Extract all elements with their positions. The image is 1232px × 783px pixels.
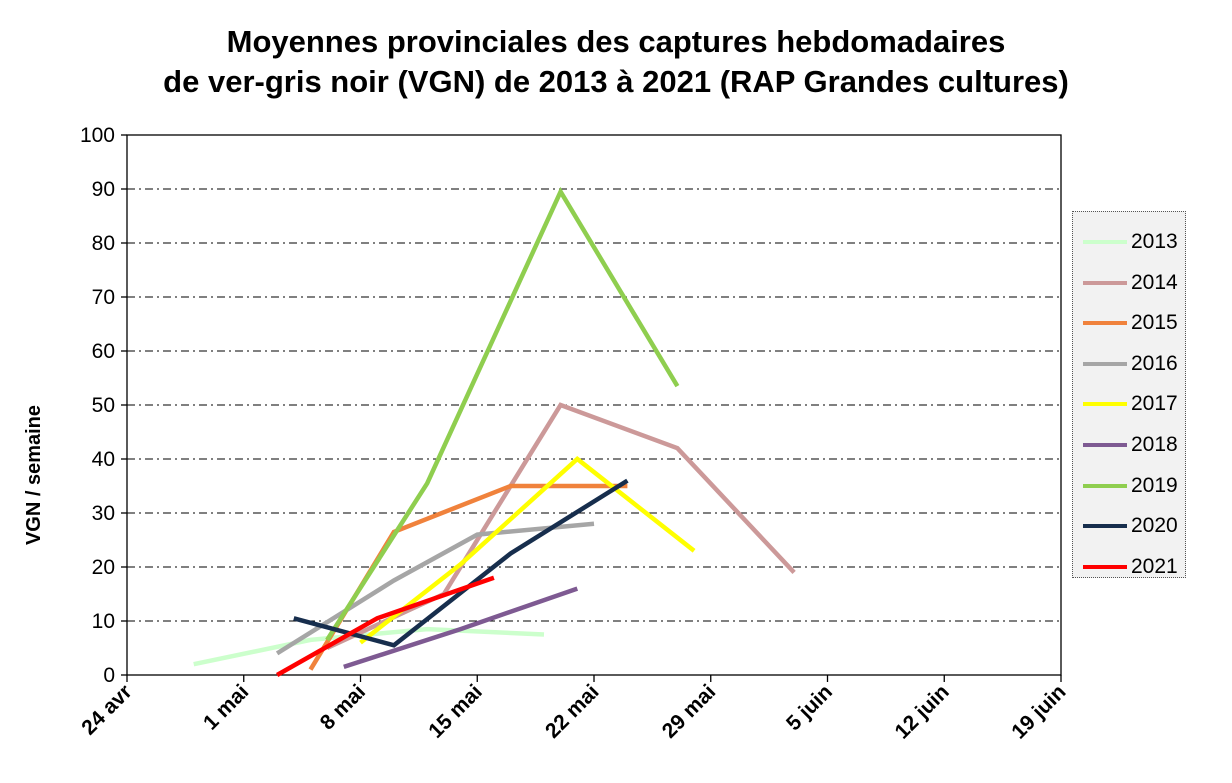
x-tick-label: 19 juin	[1007, 680, 1070, 743]
legend-label: 2016	[1131, 351, 1178, 375]
x-tick-label: 22 mai	[541, 680, 604, 743]
y-tick-label: 80	[92, 232, 115, 255]
legend-item-2016: 2016	[1081, 344, 1185, 384]
y-tick-label: 10	[92, 610, 115, 633]
y-tick-label: 100	[80, 124, 115, 147]
legend-swatch	[1083, 361, 1127, 366]
chart-title-line-1: Moyennes provinciales des captures hebdo…	[226, 24, 1006, 59]
x-tick-label: 1 mai	[199, 680, 253, 734]
legend-item-2018: 2018	[1081, 425, 1185, 465]
legend-swatch	[1083, 564, 1127, 569]
legend-label: 2020	[1131, 514, 1178, 538]
legend-swatch	[1083, 240, 1127, 244]
series-line-2017	[359, 456, 696, 645]
x-tick-label: 5 juin	[782, 680, 837, 735]
legend-label: 2019	[1131, 473, 1178, 497]
legend-item-2021: 2021	[1081, 547, 1185, 587]
y-tick-label: 20	[92, 556, 115, 579]
y-tick-label: 0	[103, 664, 115, 687]
x-tick-label: 12 juin	[890, 680, 953, 743]
chart-title: Moyennes provinciales des captures hebdo…	[0, 22, 1232, 102]
chart-title-line-2: de ver-gris noir (VGN) de 2013 à 2021 (R…	[163, 64, 1069, 99]
y-tick-label: 30	[92, 502, 115, 525]
y-tick-label: 60	[92, 340, 115, 363]
legend-swatch	[1083, 524, 1127, 529]
legend-item-2015: 2015	[1081, 303, 1185, 343]
legend-item-2014: 2014	[1081, 263, 1185, 303]
legend-swatch	[1083, 280, 1127, 285]
series-line-2018	[343, 586, 579, 670]
series-line-2020	[293, 478, 629, 648]
legend-swatch	[1083, 402, 1127, 407]
legend-label: 2015	[1131, 311, 1178, 335]
legend-swatch	[1083, 321, 1127, 326]
legend-label: 2018	[1131, 433, 1178, 456]
legend-item-2019: 2019	[1081, 466, 1185, 506]
series-line-2019	[325, 186, 680, 642]
series-line-2016	[275, 521, 595, 656]
y-tick-label: 90	[92, 178, 115, 201]
y-axis-label: VGN / semaine	[23, 405, 45, 545]
y-tick-label: 70	[92, 286, 115, 309]
series-line-2014	[326, 402, 796, 651]
series-line-2021	[275, 575, 495, 677]
legend-label: 2017	[1131, 392, 1178, 416]
legend-swatch	[1083, 483, 1127, 488]
legend-label: 2021	[1131, 554, 1178, 578]
chart-legend: 2013 2014 2015 2016 2017 2018 2019 2020 2021	[1072, 211, 1186, 578]
legend-item-2013: 2013	[1081, 222, 1185, 262]
legend-item-2017: 2017	[1081, 384, 1185, 424]
x-tick-label: 8 mai	[316, 680, 370, 734]
legend-label: 2013	[1131, 230, 1178, 253]
y-tick-label: 50	[92, 394, 115, 417]
x-tick-label: 15 mai	[424, 680, 487, 743]
legend-item-2020: 2020	[1081, 506, 1185, 546]
legend-label: 2014	[1131, 270, 1178, 294]
x-tick-label: 24 avr	[77, 680, 136, 739]
y-tick-label: 40	[92, 448, 115, 471]
legend-swatch	[1083, 443, 1127, 447]
x-tick-label: 29 mai	[658, 680, 721, 743]
